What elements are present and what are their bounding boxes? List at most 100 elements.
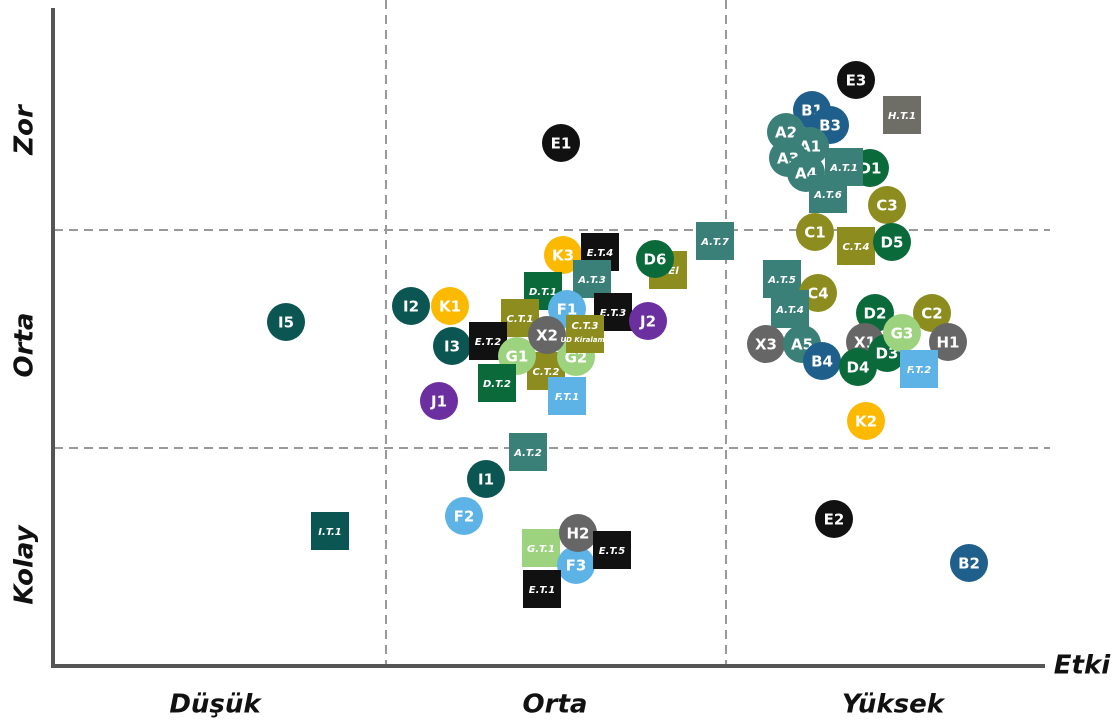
node-label: C2 — [921, 305, 942, 323]
node-label: X2 — [536, 327, 558, 345]
node-label: H2 — [567, 525, 590, 543]
node-label: D.T.1 — [529, 287, 557, 298]
node-label: D.T.2 — [483, 379, 511, 390]
node-square — [478, 364, 516, 402]
circle-node: I1 — [467, 460, 505, 498]
circle-node: D4 — [839, 348, 877, 386]
node-circle — [544, 236, 582, 274]
node-circle — [747, 325, 785, 363]
node-label: X3 — [755, 336, 777, 354]
node-circle — [929, 323, 967, 361]
node-label: A.T.2 — [513, 448, 542, 459]
grid — [54, 0, 1050, 666]
node-label: E3 — [846, 72, 867, 90]
square-node: I.T.1 — [311, 512, 349, 550]
node-label: A.T.3 — [577, 275, 606, 286]
square-node: A.T.3 — [573, 260, 611, 298]
node-label: I1 — [478, 471, 494, 489]
node-square — [771, 290, 809, 328]
node-label: E.T.4 — [587, 248, 614, 259]
node-label: C.T.3 — [571, 321, 598, 332]
node-circle — [267, 303, 305, 341]
node-square — [593, 531, 631, 569]
circle-node: X2 — [528, 316, 566, 354]
node-circle — [856, 294, 894, 332]
node-circle — [431, 287, 469, 325]
circle-node: I3 — [433, 327, 471, 365]
node-label: K1 — [439, 298, 461, 316]
node-square — [573, 260, 611, 298]
node-label: F.T.1 — [555, 392, 579, 403]
circle-node: D6 — [636, 240, 674, 278]
node-label: C3 — [876, 197, 897, 215]
y-level: Orta — [10, 313, 40, 378]
circle-node: H1 — [929, 323, 967, 361]
node-circle — [950, 544, 988, 582]
circle-node: C2 — [913, 294, 951, 332]
node-label: E1 — [551, 135, 572, 153]
node-circle — [839, 348, 877, 386]
node-circle — [559, 514, 597, 552]
node-label: A.T.4 — [775, 305, 804, 316]
circle-node: E3 — [837, 61, 875, 99]
node-circle — [528, 316, 566, 354]
node-square — [523, 570, 561, 608]
node-circle — [883, 314, 921, 352]
nodes: I5I.T.1E1A.T.7Z.ElD6K3E.T.4A.T.3D.T.1F1E… — [267, 61, 988, 608]
square-node: H.T.1 — [883, 96, 921, 134]
node-label: C.T.4 — [842, 242, 869, 253]
square-node: E.T.1 — [523, 570, 561, 608]
y-level: Zor — [10, 103, 40, 156]
circle-node: D5 — [873, 223, 911, 261]
node-label: C.T.1 — [506, 314, 533, 325]
node-label: A.T.6 — [813, 190, 842, 201]
node-label: C4 — [807, 285, 828, 303]
node-label: E.T.1 — [529, 585, 556, 596]
node-label: D1 — [859, 160, 882, 178]
node-circle — [433, 327, 471, 365]
square-node: A.T.2 — [509, 433, 547, 471]
node-circle — [837, 61, 875, 99]
node-label: D5 — [881, 234, 904, 252]
node-square — [809, 175, 847, 213]
node-square — [509, 433, 547, 471]
node-circle — [467, 460, 505, 498]
node-circle — [868, 186, 906, 224]
node-label: F2 — [454, 508, 475, 526]
node-label: F1 — [557, 301, 578, 319]
node-label: H1 — [937, 334, 960, 352]
node-label: G1 — [506, 348, 529, 366]
square-node: F.T.1 — [548, 377, 586, 415]
node-label: G.T.1 — [527, 544, 555, 555]
square-node: A.T.4 — [771, 290, 809, 328]
circle-node: D2 — [856, 294, 894, 332]
circle-node: C1 — [796, 213, 834, 251]
node-square — [696, 222, 734, 260]
circle-node: K3 — [544, 236, 582, 274]
node-circle — [629, 302, 667, 340]
node-label: D4 — [847, 359, 870, 377]
circle-node: K1 — [431, 287, 469, 325]
circle-node: I2 — [392, 287, 430, 325]
node-label: I2 — [403, 298, 419, 316]
node-label: C1 — [804, 224, 825, 242]
node-circle — [803, 342, 841, 380]
node-label: A.T.7 — [700, 237, 729, 248]
circle-node: X3 — [747, 325, 785, 363]
square-node: C.T.4 — [837, 227, 875, 265]
node-square — [900, 350, 938, 388]
circle-node: B4 — [803, 342, 841, 380]
node-label: B4 — [811, 353, 833, 371]
node-circle — [796, 213, 834, 251]
node-circle — [913, 294, 951, 332]
node-square — [522, 529, 560, 567]
circle-node: G3 — [883, 314, 921, 352]
node-circle — [636, 240, 674, 278]
node-label: I.T.1 — [318, 527, 341, 538]
circle-node: H2 — [559, 514, 597, 552]
x-level: Düşük — [169, 690, 262, 720]
node-label: D6 — [644, 251, 667, 269]
node-square — [566, 315, 604, 353]
node-circle — [542, 124, 580, 162]
